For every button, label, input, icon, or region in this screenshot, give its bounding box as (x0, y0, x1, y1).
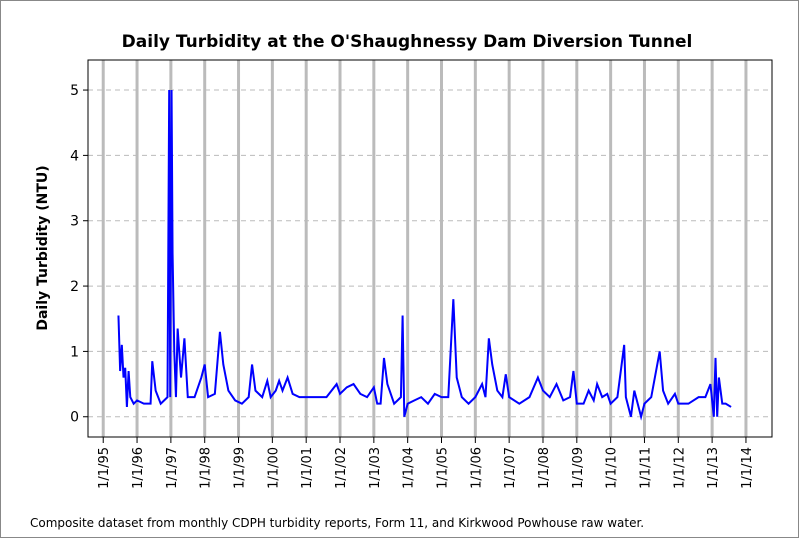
footnote: Composite dataset from monthly CDPH turb… (30, 516, 644, 530)
x-tick-label: 1/1/12 (672, 447, 687, 489)
plot-area (87, 59, 773, 438)
x-tick-label: 1/1/00 (266, 447, 281, 489)
x-tick-label: 1/1/02 (334, 447, 349, 489)
x-tick-label: 1/1/07 (503, 447, 518, 489)
y-tick-label: 3 (70, 214, 79, 230)
x-tick-label: 1/1/10 (605, 447, 620, 489)
x-tick-label: 1/1/97 (165, 447, 180, 489)
y-tick-label: 2 (70, 279, 79, 295)
x-tick-label: 1/1/96 (131, 447, 146, 489)
y-tick-label: 1 (70, 344, 79, 360)
x-tick-label: 1/1/04 (402, 447, 417, 489)
x-tick-label: 1/1/06 (469, 447, 484, 489)
x-tick-label: 1/1/11 (638, 447, 653, 489)
y-tick-label: 4 (70, 148, 79, 164)
data-line (117, 90, 732, 421)
x-tick-label: 1/1/08 (537, 447, 552, 489)
x-tick-label: 1/1/05 (436, 447, 451, 489)
x-tick-label: 1/1/95 (97, 447, 112, 489)
y-tick-label: 5 (70, 83, 79, 99)
y-axis-label: Daily Turbidity (NTU) (35, 165, 51, 330)
chart-title: Daily Turbidity at the O'Shaughnessy Dam… (122, 32, 693, 52)
x-tick-label: 1/1/03 (368, 447, 383, 489)
x-tick-label: 1/1/98 (199, 447, 214, 489)
x-tick-label: 1/1/01 (300, 447, 315, 489)
plot-border (87, 59, 773, 438)
x-tick-label: 1/1/13 (706, 447, 721, 489)
y-tick-label: 0 (70, 410, 79, 426)
x-tick-label: 1/1/14 (740, 447, 755, 489)
x-tick-label: 1/1/09 (571, 447, 586, 489)
x-tick-label: 1/1/99 (233, 447, 248, 489)
